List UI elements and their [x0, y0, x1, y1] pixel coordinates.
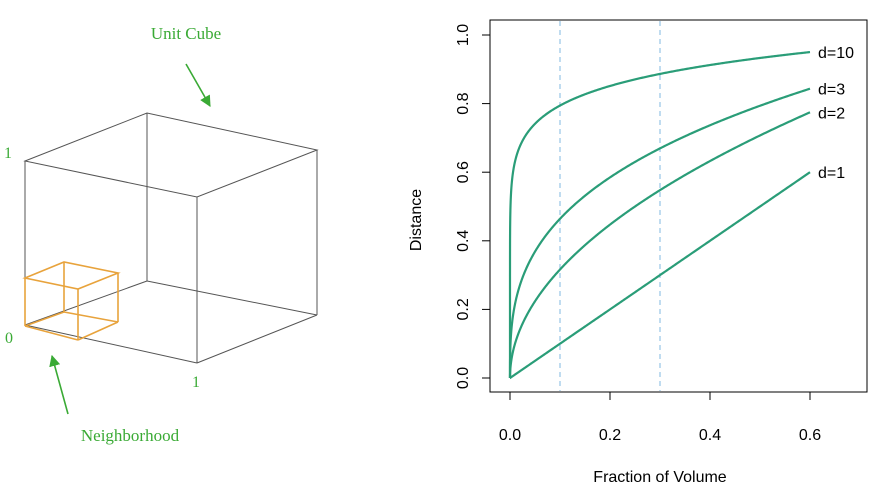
- cube-bottom-right-edge: [196, 314, 318, 364]
- unit-cube-title: Unit Cube: [151, 24, 221, 43]
- series-line-d-10: [508, 50, 811, 378]
- neighborhood-back-bottom-right: [63, 311, 119, 323]
- unit-cube-diagram: Unit Cube 1 0 1: [4, 24, 319, 445]
- axis-label-one-horizontal: 1: [192, 374, 200, 391]
- reference-lines: [559, 21, 661, 391]
- unit-cube-arrow: [185, 63, 211, 107]
- axis-label-zero: 0: [5, 330, 13, 347]
- y-axis: 0.0 0.2 0.4 0.6 0.8 1.0: [455, 24, 490, 389]
- axis-label-one-vertical: 1: [4, 145, 12, 162]
- series-label-d-3: d=3: [818, 82, 845, 99]
- x-tick-label: 0.6: [799, 427, 821, 444]
- x-tick-label: 0.2: [599, 427, 621, 444]
- series-line-d-2: [508, 111, 811, 379]
- x-axis-title: Fraction of Volume: [593, 469, 727, 486]
- neighborhood-label: Neighborhood: [81, 426, 180, 445]
- y-tick-label: 1.0: [455, 24, 472, 46]
- x-tick-label: 0.4: [699, 427, 721, 444]
- neighborhood-bottom-right: [77, 321, 119, 341]
- cube-top-face: [23, 112, 319, 198]
- y-tick-label: 0.6: [455, 161, 472, 183]
- series-label-d-2: d=2: [818, 105, 845, 122]
- unit-cube: [23, 112, 319, 364]
- plot-frame: [489, 19, 868, 393]
- cube-back-bottom-left-edge: [24, 280, 148, 326]
- cube-back-bottom-right-edge: [146, 280, 318, 316]
- neighborhood-back-bottom-left: [24, 311, 65, 327]
- series-lines: [508, 50, 811, 380]
- series-label-d-1: d=1: [818, 165, 845, 182]
- neighborhood-arrow: [49, 354, 69, 415]
- series-labels: d=10 d=3 d=2 d=1: [818, 45, 854, 182]
- neighborhood-top-face: [22, 261, 121, 290]
- y-tick-label: 0.2: [455, 298, 472, 320]
- neighborhood-bottom-front: [24, 325, 79, 341]
- distance-chart: d=10d=3d=2d=1 0.0 0.2 0.4 0.6 0.00.20.40.60…: [408, 19, 868, 486]
- x-tick-label: 0.0: [499, 427, 521, 444]
- y-tick-label: 0.4: [455, 230, 472, 252]
- series-line-d-1: [508, 171, 811, 380]
- y-tick-label: 0.8: [455, 92, 472, 114]
- cube-bottom-front-edge: [24, 324, 198, 364]
- x-axis: 0.0 0.2 0.4 0.6: [499, 392, 821, 444]
- series-line-d-3: [508, 87, 811, 378]
- neighborhood-cube: [22, 261, 121, 341]
- y-axis-title: Distance: [408, 189, 425, 251]
- y-tick-label: 0.0: [455, 367, 472, 389]
- series-label-d-10: d=10: [818, 45, 854, 62]
